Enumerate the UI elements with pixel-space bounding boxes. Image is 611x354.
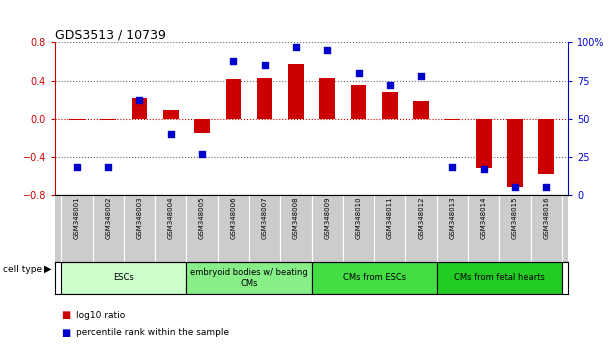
Text: GSM348014: GSM348014 [481, 197, 487, 239]
Bar [257, 78, 273, 119]
Bar [476, 119, 492, 168]
Bar [288, 64, 304, 119]
Text: log10 ratio: log10 ratio [76, 310, 126, 320]
Bar [61, 262, 186, 294]
Bar [312, 262, 437, 294]
Point [479, 166, 489, 172]
Bar [312, 195, 343, 262]
Text: GSM348001: GSM348001 [74, 197, 80, 239]
Bar [218, 195, 249, 262]
Bar [531, 195, 562, 262]
Point [134, 97, 144, 103]
Bar [374, 195, 406, 262]
Text: GSM348013: GSM348013 [450, 197, 455, 239]
Text: GSM348008: GSM348008 [293, 197, 299, 239]
Point [385, 82, 395, 88]
Point [416, 73, 426, 79]
Text: GSM348009: GSM348009 [324, 197, 331, 239]
Point [291, 44, 301, 50]
Text: percentile rank within the sample: percentile rank within the sample [76, 328, 230, 337]
Point [447, 165, 457, 170]
Bar [280, 195, 312, 262]
Point [510, 184, 520, 190]
Bar [468, 195, 499, 262]
Bar [320, 78, 335, 119]
Bar [163, 110, 178, 119]
Text: GSM348002: GSM348002 [105, 197, 111, 239]
Text: GSM348007: GSM348007 [262, 197, 268, 239]
Bar [507, 119, 523, 187]
Point [166, 131, 176, 137]
Text: cell type: cell type [3, 264, 42, 274]
Point [541, 184, 551, 190]
Bar [351, 85, 367, 119]
Bar [69, 119, 85, 120]
Text: GSM348010: GSM348010 [356, 197, 362, 239]
Bar [100, 119, 116, 120]
Bar [382, 92, 398, 119]
Point [260, 62, 269, 68]
Bar [124, 195, 155, 262]
Text: embryoid bodies w/ beating
CMs: embryoid bodies w/ beating CMs [190, 268, 308, 287]
Bar [131, 98, 147, 119]
Bar [413, 102, 429, 119]
Point [229, 58, 238, 64]
Bar [249, 195, 280, 262]
Text: CMs from fetal hearts: CMs from fetal hearts [454, 273, 545, 282]
Text: GSM348003: GSM348003 [136, 197, 142, 239]
Bar [225, 79, 241, 119]
Text: GSM348004: GSM348004 [168, 197, 174, 239]
Text: GDS3513 / 10739: GDS3513 / 10739 [55, 28, 166, 41]
Text: GSM348011: GSM348011 [387, 197, 393, 239]
Bar [155, 195, 186, 262]
Text: CMs from ESCs: CMs from ESCs [343, 273, 406, 282]
Text: ESCs: ESCs [114, 273, 134, 282]
Bar [343, 195, 374, 262]
Text: ■: ■ [61, 310, 70, 320]
Text: ■: ■ [61, 328, 70, 338]
Text: GSM348016: GSM348016 [543, 197, 549, 239]
Bar [186, 262, 312, 294]
Point [103, 165, 113, 170]
Text: GSM348005: GSM348005 [199, 197, 205, 239]
Point [354, 70, 364, 76]
Bar [406, 195, 437, 262]
Bar [538, 119, 554, 174]
Bar [194, 119, 210, 133]
Bar [445, 119, 460, 120]
Bar [499, 195, 531, 262]
Bar [437, 262, 562, 294]
Point [323, 47, 332, 53]
Text: GSM348015: GSM348015 [512, 197, 518, 239]
Text: GSM348012: GSM348012 [418, 197, 424, 239]
Bar [61, 195, 92, 262]
Text: ▶: ▶ [45, 264, 52, 274]
Point [72, 165, 82, 170]
Point [197, 151, 207, 156]
Bar [186, 195, 218, 262]
Bar [437, 195, 468, 262]
Text: GSM348006: GSM348006 [230, 197, 236, 239]
Bar [92, 195, 124, 262]
